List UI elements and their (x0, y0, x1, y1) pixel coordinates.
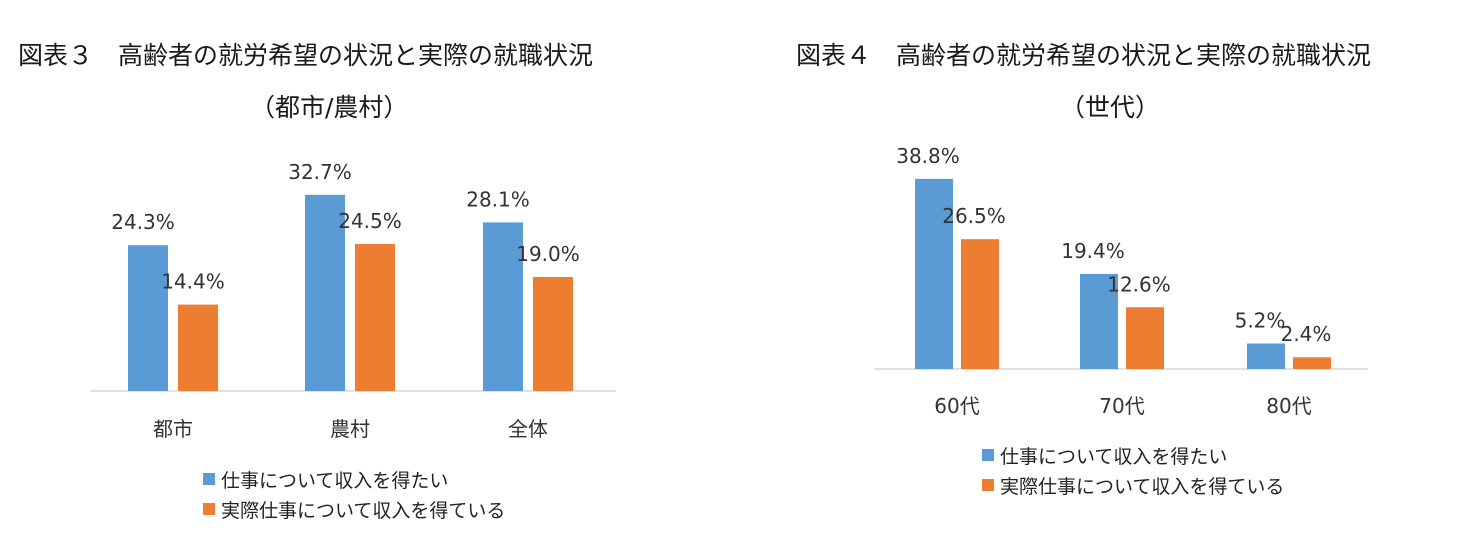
chart2-data-label-series1-2: 5.2% (1235, 309, 1286, 333)
chart2-data-label-series2-0: 26.5% (942, 204, 1006, 228)
chart1-category-label-2: 全体 (508, 417, 548, 441)
chart1-data-label-series1-0: 24.3% (111, 210, 175, 234)
chart2-data-label-series2-2: 2.4% (1281, 322, 1332, 346)
chart1-legend-label-series1: 仕事について収入を得たい (221, 469, 449, 492)
chart1-legend-item-series1: 仕事について収入を得たい (203, 464, 505, 494)
chart2-bar-series2-0 (961, 239, 999, 369)
chart1-legend: 仕事について収入を得たい 実際仕事について収入を得ている (203, 464, 505, 524)
chart2-legend: 仕事について収入を得たい 実際仕事について収入を得ている (982, 440, 1284, 500)
chart2-subtitle: （世代） (1060, 93, 1161, 122)
chart1-bar-series1-0 (128, 245, 168, 391)
chart1-category-label-1: 農村 (330, 417, 370, 441)
chart2-legend-item-series1: 仕事について収入を得たい (982, 440, 1284, 470)
chart1-bar-series1-2 (483, 222, 523, 391)
chart2-legend-label-series2: 実際仕事について収入を得ている (1000, 475, 1285, 498)
chart2-bar-series1-2 (1247, 343, 1285, 369)
chart1-bar-series2-1 (355, 244, 395, 391)
chart2-bar-series1-1 (1080, 273, 1118, 369)
chart1-data-label-series2-0: 14.4% (161, 270, 225, 294)
chart1-legend-swatch-series1 (203, 473, 215, 485)
chart1-subtitle: （都市/農村） (250, 93, 409, 122)
chart1-legend-item-series2: 実際仕事について収入を得ている (203, 494, 505, 524)
chart1-bar-series2-2 (533, 277, 573, 391)
chart1-bar-series1-1 (305, 194, 345, 391)
chart1-data-label-series2-1: 24.5% (338, 209, 402, 233)
chart1-data-label-series1-1: 32.7% (288, 160, 352, 184)
chart2-legend-swatch-series2 (982, 479, 994, 491)
chart2-legend-item-series2: 実際仕事について収入を得ている (982, 470, 1284, 500)
chart2-data-label-series1-0: 38.8% (896, 144, 960, 168)
chart2-category-label-0: 60代 (934, 394, 979, 418)
chart2-legend-label-series1: 仕事について収入を得たい (1000, 445, 1228, 468)
chart2-bar-series2-1 (1126, 307, 1164, 369)
chart1-legend-label-series2: 実際仕事について収入を得ている (221, 499, 506, 522)
chart2-bar-series1-0 (915, 178, 953, 369)
chart1-data-label-series1-2: 28.1% (466, 187, 530, 211)
chart1-bar-series2-0 (178, 304, 218, 391)
chart2-legend-swatch-series1 (982, 449, 994, 461)
chart1-legend-swatch-series2 (203, 503, 215, 515)
chart2-title: 図表４ 高齢者の就労希望の状況と実際の就職状況 (796, 41, 1372, 70)
chart1-data-label-series2-2: 19.0% (516, 242, 580, 266)
chart2-bar-series2-2 (1293, 357, 1331, 369)
chart2-data-label-series2-1: 12.6% (1107, 272, 1171, 296)
chart2-category-label-1: 70代 (1099, 394, 1144, 418)
chart2-category-label-2: 80代 (1266, 394, 1311, 418)
chart1-category-label-0: 都市 (153, 417, 193, 441)
chart2-data-label-series1-1: 19.4% (1061, 239, 1125, 263)
chart1-title: 図表３ 高齢者の就労希望の状況と実際の就職状況 (18, 41, 594, 70)
